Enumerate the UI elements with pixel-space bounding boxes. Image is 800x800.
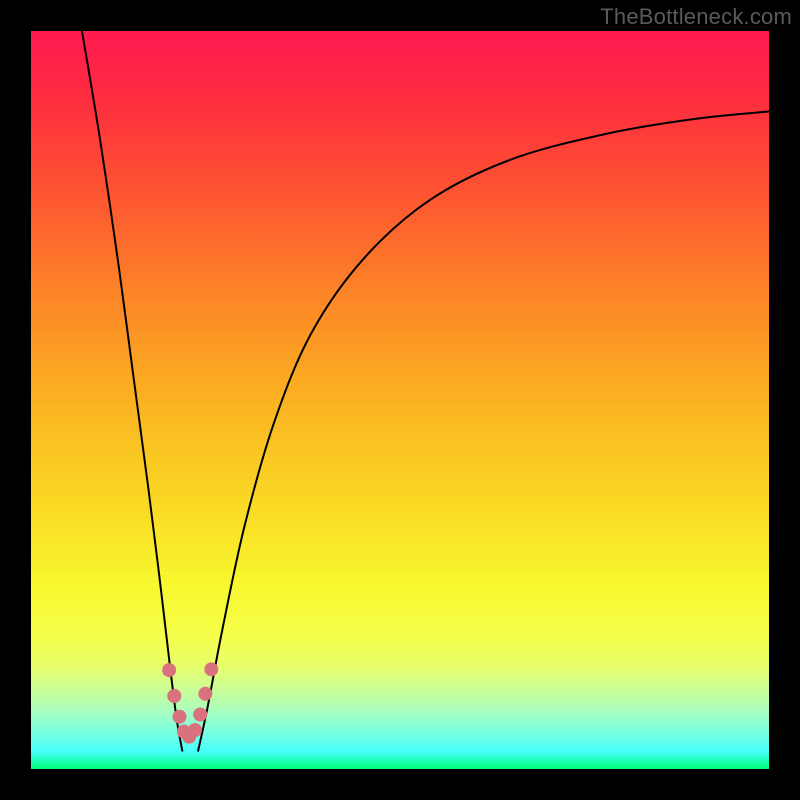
plot-background: [30, 30, 770, 770]
watermark-label: TheBottleneck.com: [600, 4, 792, 30]
chart-container: TheBottleneck.com: [0, 0, 800, 800]
trough-marker: [167, 689, 181, 703]
trough-marker: [188, 723, 202, 737]
trough-marker: [162, 663, 176, 677]
trough-marker: [172, 710, 186, 724]
trough-marker: [198, 687, 212, 701]
trough-marker: [204, 662, 218, 676]
bottleneck-chart: [0, 0, 800, 800]
trough-marker: [193, 708, 207, 722]
